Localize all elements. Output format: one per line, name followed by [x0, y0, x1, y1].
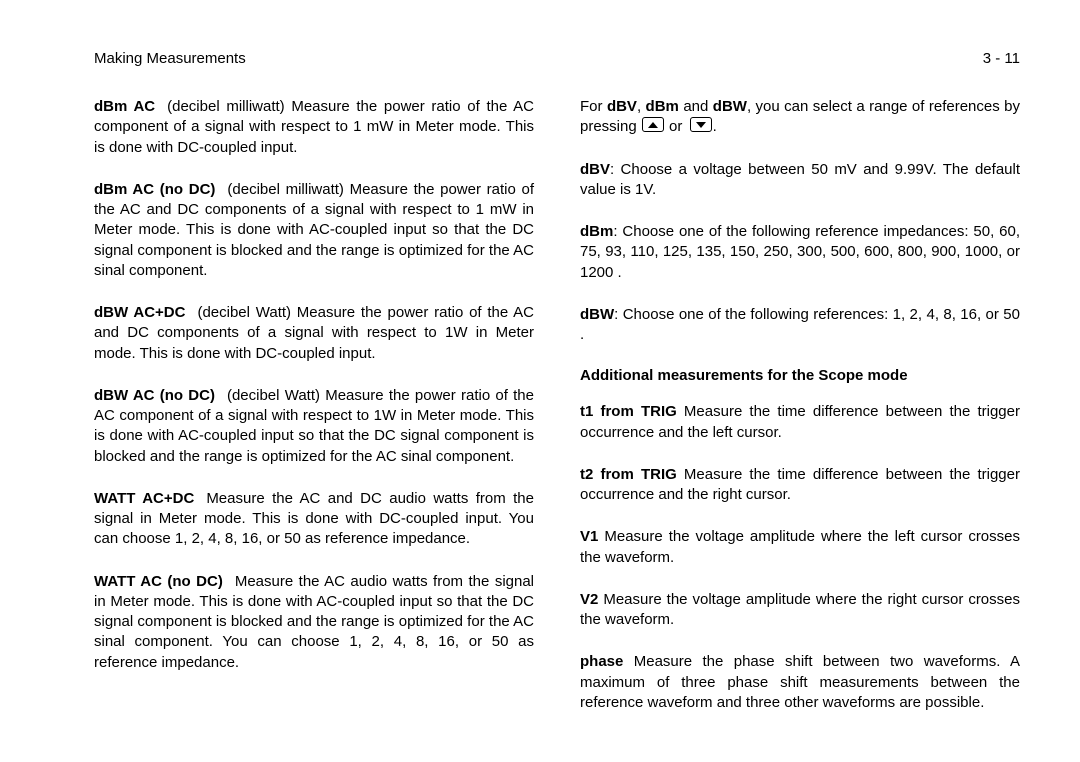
definition-text: : Choose one of the following references… — [580, 306, 1020, 343]
text: . — [713, 118, 717, 135]
up-arrow-key-icon — [642, 117, 664, 132]
definition-item: dBW: Choose one of the following referen… — [580, 305, 1020, 346]
definition-term: V2 — [580, 591, 598, 608]
definition-item: dBm AC(decibel milliwatt) Measure the po… — [94, 97, 534, 158]
definition-text: Measure the voltage amplitude where the … — [580, 591, 1020, 628]
definition-term: dBm — [580, 223, 613, 240]
body-columns: dBm AC(decibel milliwatt) Measure the po… — [94, 97, 1020, 735]
definition-term: t1 from TRIG — [580, 403, 677, 420]
definition-term: phase — [580, 653, 623, 670]
definition-term: t2 from TRIG — [580, 466, 677, 483]
definition-item: phase Measure the phase shift between tw… — [580, 652, 1020, 713]
definition-text: (decibel milliwatt) Measure the power ra… — [94, 98, 534, 156]
page-header: Making Measurements 3 - 11 — [94, 50, 1020, 67]
definition-text: Measure the voltage amplitude where the … — [580, 528, 1020, 565]
definition-term: V1 — [580, 528, 598, 545]
definition-term: dBW AC (no DC) — [94, 387, 215, 404]
definition-text: : Choose one of the following reference … — [580, 223, 1020, 281]
range-intro-paragraph: For dBV, dBm and dBW, you can select a r… — [580, 97, 1020, 138]
definition-term: dBW — [580, 306, 614, 323]
down-arrow-key-icon — [690, 117, 712, 132]
text: For — [580, 98, 607, 115]
definition-text: Measure the phase shift between two wave… — [580, 653, 1020, 711]
left-column: dBm AC(decibel milliwatt) Measure the po… — [94, 97, 534, 735]
definition-item: dBV: Choose a voltage between 50 mV and … — [580, 160, 1020, 201]
right-column: For dBV, dBm and dBW, you can select a r… — [580, 97, 1020, 735]
scope-heading: Additional measurements for the Scope mo… — [580, 367, 1020, 384]
definition-item: dBW AC+DC(decibel Watt) Measure the powe… — [94, 303, 534, 364]
header-right: 3 - 11 — [983, 50, 1020, 67]
definition-item: dBW AC (no DC)(decibel Watt) Measure the… — [94, 386, 534, 467]
definition-term: dBW AC+DC — [94, 304, 185, 321]
definition-item: WATT AC+DCMeasure the AC and DC audio wa… — [94, 489, 534, 550]
definition-term: dBm AC (no DC) — [94, 181, 215, 198]
text: and — [679, 98, 713, 115]
definition-item: t1 from TRIG Measure the time difference… — [580, 402, 1020, 443]
definition-item: V1 Measure the voltage amplitude where t… — [580, 527, 1020, 568]
definition-item: dBm AC (no DC)(decibel milliwatt) Measur… — [94, 180, 534, 281]
definition-term: dBV — [580, 161, 610, 178]
bold-dbm: dBm — [646, 98, 679, 115]
definition-term: WATT AC (no DC) — [94, 573, 223, 590]
bold-dbw: dBW — [713, 98, 747, 115]
text: , — [637, 98, 646, 115]
header-left: Making Measurements — [94, 50, 246, 67]
definition-item: t2 from TRIG Measure the time difference… — [580, 465, 1020, 506]
definition-term: WATT AC+DC — [94, 490, 194, 507]
text: or — [665, 118, 687, 135]
definition-item: dBm: Choose one of the following referen… — [580, 222, 1020, 283]
definition-term: dBm AC — [94, 98, 155, 115]
definition-item: V2 Measure the voltage amplitude where t… — [580, 590, 1020, 631]
bold-dbv: dBV — [607, 98, 637, 115]
definition-text: : Choose a voltage between 50 mV and 9.9… — [580, 161, 1020, 198]
definition-item: WATT AC (no DC)Measure the AC audio watt… — [94, 572, 534, 673]
